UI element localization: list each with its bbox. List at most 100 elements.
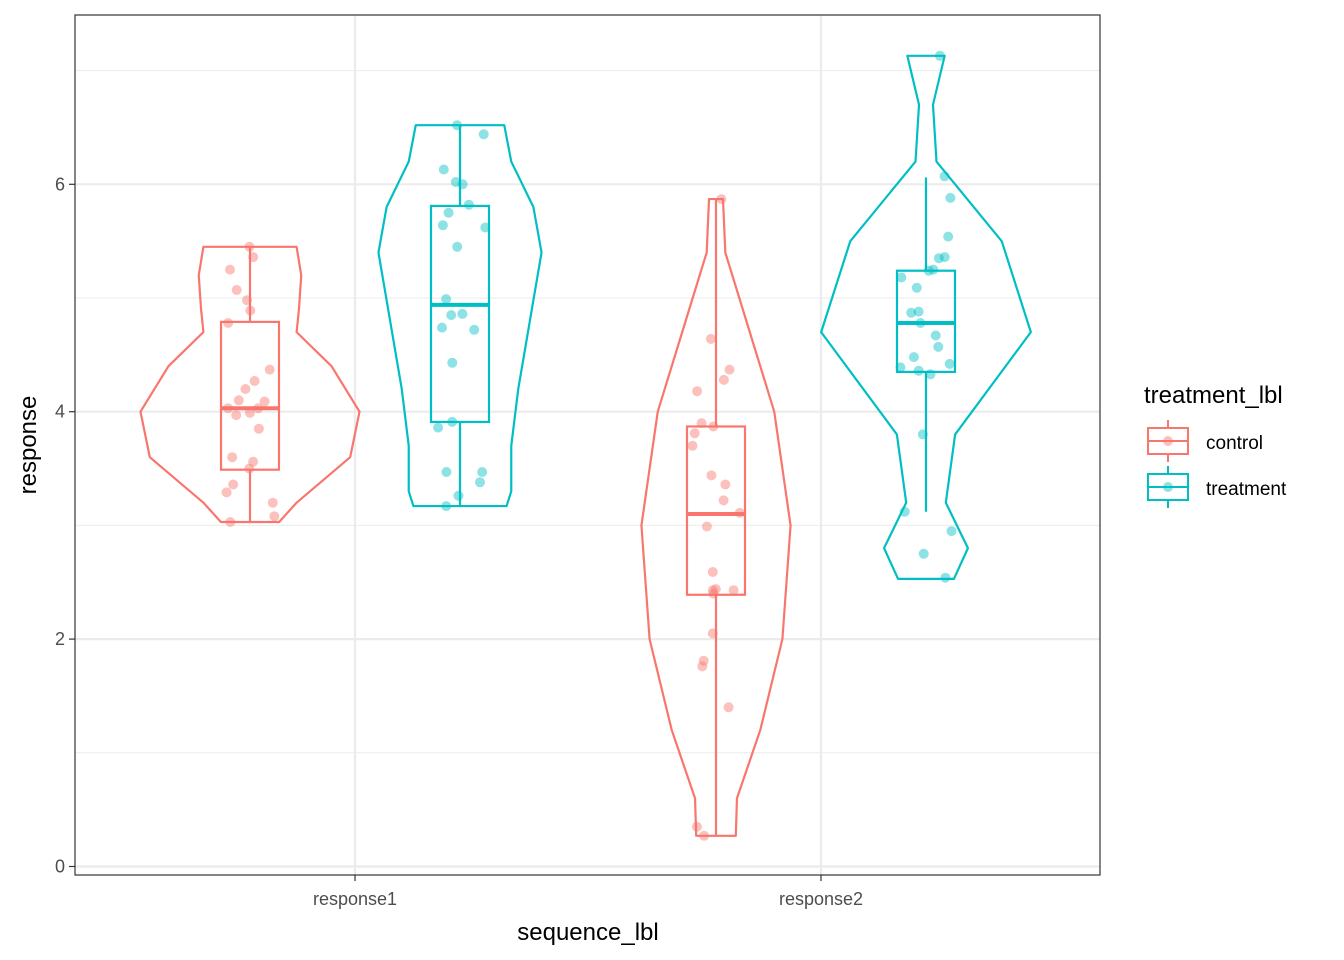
data-point (913, 306, 924, 317)
data-point (225, 517, 236, 527)
data-point (705, 333, 716, 344)
data-point (930, 330, 941, 341)
data-point (696, 418, 707, 429)
data-point (691, 821, 702, 832)
data-point (240, 384, 251, 394)
data-point (701, 521, 712, 532)
data-point (911, 282, 922, 293)
data-point (469, 324, 480, 335)
y-tick-label: 2 (55, 629, 65, 649)
x-axis: response1 response2 (313, 875, 863, 909)
box-response1-control (219, 320, 281, 471)
data-point (242, 295, 252, 306)
x-axis-title: sequence_lbl (517, 919, 658, 946)
plot-panel-background (75, 15, 1100, 875)
data-point (724, 364, 735, 375)
legend-title: treatment_lbl (1144, 382, 1283, 409)
data-point (915, 318, 926, 328)
data-point (723, 702, 734, 713)
legend: treatment_lbl control treatment (1144, 382, 1287, 508)
data-point (718, 495, 729, 506)
legend-label-treatment: treatment (1206, 479, 1287, 500)
data-point (457, 179, 468, 190)
legend-key-treatment: treatment (1147, 466, 1287, 508)
data-point (253, 403, 264, 414)
data-point (944, 358, 955, 369)
data-point (943, 231, 954, 242)
data-point (720, 479, 731, 490)
data-point (259, 396, 270, 407)
data-point (707, 567, 718, 577)
data-point (447, 357, 458, 368)
data-point (244, 463, 255, 474)
data-point (248, 252, 259, 263)
data-point (933, 341, 944, 352)
data-point (925, 369, 936, 380)
data-point (692, 386, 703, 397)
data-point (264, 364, 275, 375)
data-point (480, 222, 491, 233)
data-point (928, 264, 939, 275)
data-point (450, 177, 461, 187)
legend-label-control: control (1206, 433, 1263, 454)
data-point (244, 241, 255, 252)
violin-response1-control (139, 245, 361, 524)
data-point (945, 192, 956, 203)
y-tick-label: 4 (55, 402, 65, 422)
data-point (716, 194, 727, 205)
violin-layer (139, 54, 1032, 837)
data-point (706, 470, 717, 481)
x-tick-label: response1 (313, 889, 397, 909)
boxplot-layer (219, 125, 957, 836)
data-point (707, 628, 718, 639)
data-point (244, 407, 255, 418)
data-point (934, 50, 945, 61)
data-point (249, 376, 260, 386)
legend-keys: control treatment (1147, 420, 1287, 508)
violin-response2-control (640, 197, 792, 837)
data-point (707, 585, 718, 596)
data-point (697, 661, 708, 672)
data-point (728, 585, 739, 596)
data-point (228, 479, 239, 490)
data-point (698, 655, 709, 666)
data-point (939, 171, 950, 182)
data-point (708, 588, 719, 599)
box-response2-control (685, 425, 747, 596)
violin-response2-treatment (820, 54, 1032, 580)
data-point (441, 294, 452, 305)
legend-point (1163, 482, 1173, 492)
data-point (221, 487, 232, 498)
data-point (267, 497, 278, 508)
data-point (906, 307, 917, 318)
data-point (225, 264, 235, 275)
data-point (710, 584, 721, 595)
data-point (689, 428, 700, 439)
box-response1-treatment (429, 204, 491, 424)
data-point (447, 416, 458, 427)
data-point (946, 526, 957, 537)
data-point (269, 511, 280, 522)
plot-panel-border (74, 14, 1101, 876)
data-point (923, 265, 934, 276)
data-point (477, 467, 488, 477)
data-point (475, 477, 485, 488)
data-point (453, 490, 464, 501)
data-point (437, 322, 447, 333)
minor-gridlines (75, 70, 1100, 754)
data-point (446, 310, 457, 321)
data-point (940, 572, 951, 583)
data-point (441, 501, 452, 512)
data-point (718, 374, 729, 385)
data-point (223, 403, 233, 414)
data-point (452, 241, 463, 252)
data-point (245, 305, 256, 316)
data-point (437, 220, 448, 231)
y-axis-title: response (15, 396, 42, 495)
x-tick-label: response2 (779, 889, 863, 909)
data-point (896, 272, 907, 283)
data-point (917, 429, 928, 440)
data-point (463, 199, 474, 210)
data-point (231, 410, 242, 421)
data-point (708, 421, 719, 432)
